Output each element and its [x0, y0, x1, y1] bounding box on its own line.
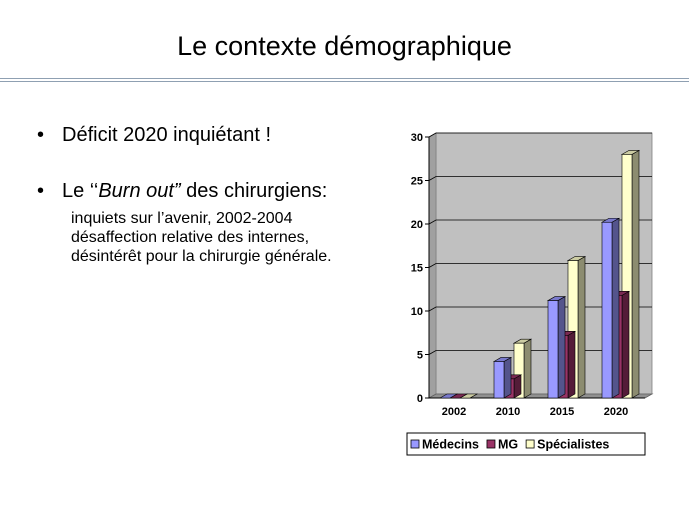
gridline [428, 132, 652, 138]
legend-swatch-mg [486, 439, 496, 449]
y-tick-label: 20 [411, 219, 423, 231]
legend-swatch-médecins [410, 439, 420, 449]
bullet-text-emphasis: Burn out” [98, 180, 181, 202]
y-tick-label: 30 [411, 132, 423, 144]
y-tick-label: 10 [411, 306, 423, 318]
y-tick-label: 0 [417, 393, 423, 405]
y-tick-label: 15 [411, 263, 423, 275]
legend-label: Médecins [422, 438, 479, 452]
legend-label: Spécialistes [537, 438, 609, 452]
bar-side-mg [567, 330, 576, 399]
bar-side-mg [621, 290, 630, 399]
gridline [428, 219, 652, 225]
title-rule [0, 81, 689, 82]
bullet-burn-out: • Le ‘‘Burn out” des chirurgiens: [37, 178, 327, 204]
bar-spécialistes-2010 [513, 342, 525, 399]
legend-label: MG [498, 438, 518, 452]
bar-spécialistes-2020 [621, 154, 633, 399]
bar-spécialistes-2015 [567, 260, 579, 399]
bar-médecins-2020 [601, 221, 613, 399]
x-tick-label: 2015 [550, 406, 574, 418]
bullet-dot: • [37, 124, 45, 146]
y-tick-label: 5 [417, 350, 423, 362]
bar-side-spécialistes [523, 338, 532, 399]
sub-point: désaffection relative des internes, [71, 229, 310, 246]
bar-top-médecins [438, 393, 459, 399]
bar-side-spécialistes [631, 149, 640, 399]
bullet-text: Déficit 2020 inquiétant ! [62, 124, 272, 146]
sub-point: désintérêt pour la chirurgie générale. [71, 248, 332, 265]
bullet-dot: • [37, 180, 45, 202]
title-rule [0, 78, 689, 79]
bullet-text-post: des chirurgiens: [180, 180, 328, 202]
bar-side-médecins [557, 296, 566, 399]
slide-title: Le contexte démographique [177, 31, 512, 61]
bar-side-médecins [503, 356, 512, 399]
legend-swatch-spécialistes [525, 439, 535, 449]
x-tick-label: 2002 [442, 406, 466, 418]
bar-side-médecins [611, 217, 620, 399]
x-tick-label: 2020 [604, 406, 628, 418]
gridline [428, 176, 652, 181]
sub-point: inquiets sur l’avenir, 2002-2004 [71, 210, 293, 227]
bar-side-spécialistes [577, 256, 586, 399]
bar-médecins-2010 [493, 361, 505, 399]
bullet-text-pre: Le ‘‘ [62, 180, 99, 202]
y-tick-label: 25 [411, 176, 423, 188]
bar-chart: 0 5 10 15 20 25 30 2002 2010 2015 2020 Médecins MG Sp… [406, 132, 654, 456]
bullet-deficit: • Déficit 2020 inquiétant ! [37, 122, 271, 148]
x-tick-label: 2010 [496, 406, 520, 418]
bar-médecins-2015 [547, 300, 559, 399]
